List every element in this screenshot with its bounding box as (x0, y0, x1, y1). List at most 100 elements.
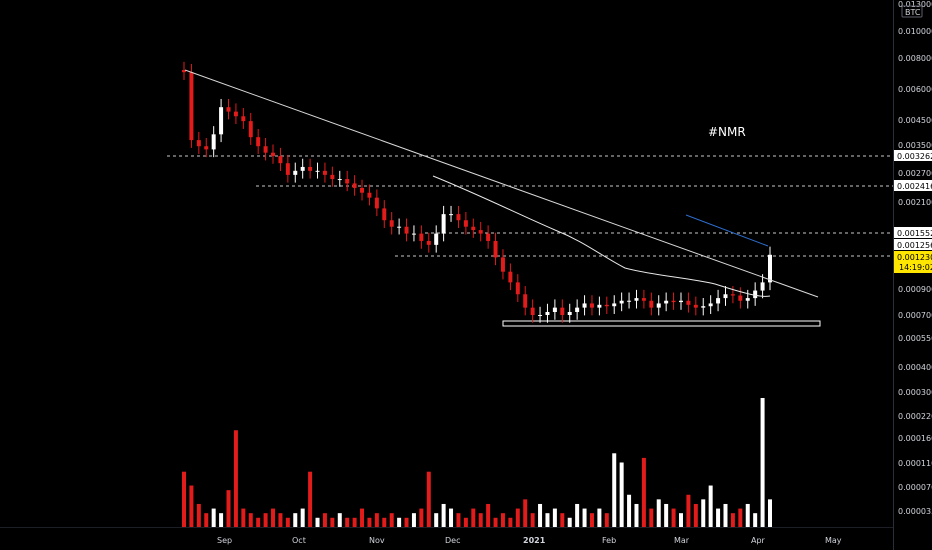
candle-body (330, 174, 335, 180)
last-price-value: 0.001230 (897, 253, 932, 262)
volume-bar (686, 494, 691, 527)
volume-bar (478, 513, 483, 527)
volume-bar (285, 517, 290, 527)
volume-bars (182, 398, 772, 527)
volume-bar (678, 513, 683, 527)
volume-bar (315, 517, 320, 527)
candle-body (345, 179, 350, 184)
volume-bar (345, 517, 350, 527)
candle-body (374, 197, 379, 209)
last-price-tag[interactable] (894, 251, 932, 273)
candle-body (382, 208, 387, 221)
volume-bar (745, 503, 750, 527)
candle-body (471, 226, 476, 231)
time-tick: Dec (445, 536, 460, 545)
volume-bar (300, 508, 305, 527)
candle-body (449, 214, 454, 216)
candle-body (619, 300, 624, 304)
time-tick: May (825, 536, 842, 545)
candle-body (627, 300, 632, 302)
candle-body (211, 134, 216, 150)
candle-body (738, 295, 743, 301)
volume-bar (753, 513, 758, 527)
candle-body (278, 156, 283, 164)
volume-bar (308, 471, 313, 527)
candle-body (693, 304, 698, 308)
candle-body (708, 303, 713, 307)
volume-bar (708, 485, 713, 527)
candle-body (678, 300, 683, 303)
volume-bar (263, 513, 268, 527)
volume-bar (530, 513, 535, 527)
volume-bar (760, 398, 765, 527)
candle-body (308, 166, 313, 171)
volume-bar (671, 508, 676, 527)
volume-bar (649, 508, 654, 527)
candle-body (649, 300, 654, 308)
volume-bar (508, 517, 513, 527)
candle-body (656, 303, 661, 308)
volume-bar (552, 508, 557, 527)
candle-body (456, 214, 461, 221)
volume-bar (768, 499, 772, 527)
candle-body (530, 307, 535, 315)
candle-body (723, 294, 728, 299)
volume-bar (538, 503, 543, 527)
candle-body (575, 307, 580, 312)
candle-body (315, 170, 320, 172)
level-tag-bg (894, 180, 932, 191)
level-tag-bg (894, 239, 932, 250)
candle-body (538, 315, 543, 316)
currency-badge[interactable] (901, 5, 923, 18)
candle-body (300, 166, 305, 171)
volume-bar (523, 499, 528, 527)
volume-bar (256, 517, 261, 527)
volume-bar (693, 503, 698, 527)
candle-body (441, 214, 446, 234)
candle-body (612, 303, 617, 307)
volume-bar (634, 503, 639, 527)
volume-bar (545, 513, 550, 527)
candle-body (389, 220, 394, 227)
time-tick: Sep (217, 536, 232, 545)
level-tag-bg (894, 227, 932, 238)
candle-body (768, 254, 772, 283)
candle-body (367, 192, 372, 198)
candle-body (552, 307, 557, 312)
candle-body (434, 233, 439, 245)
volume-bar (337, 513, 342, 527)
candle-body (285, 163, 290, 175)
volume-bar (641, 457, 646, 527)
moving-average-curve[interactable] (432, 175, 771, 297)
channel-line[interactable] (685, 214, 769, 247)
candle-body (701, 306, 706, 308)
descending-trendline[interactable] (184, 69, 819, 298)
volume-bar (189, 485, 194, 527)
level-tag-text: 0.001552 (897, 229, 932, 238)
candle-body (463, 220, 468, 227)
candle-body (226, 107, 231, 112)
time-axis[interactable]: Sep Oct Nov Dec 2021 Feb Mar Apr May (217, 536, 842, 545)
volume-bar (463, 517, 468, 527)
support-zone-box[interactable] (502, 320, 821, 327)
candle-body (397, 226, 402, 228)
volume-bar (352, 517, 357, 527)
candle-body (493, 240, 498, 258)
candle-body (478, 230, 483, 234)
candle-body (337, 179, 342, 181)
candle-body (671, 300, 676, 303)
